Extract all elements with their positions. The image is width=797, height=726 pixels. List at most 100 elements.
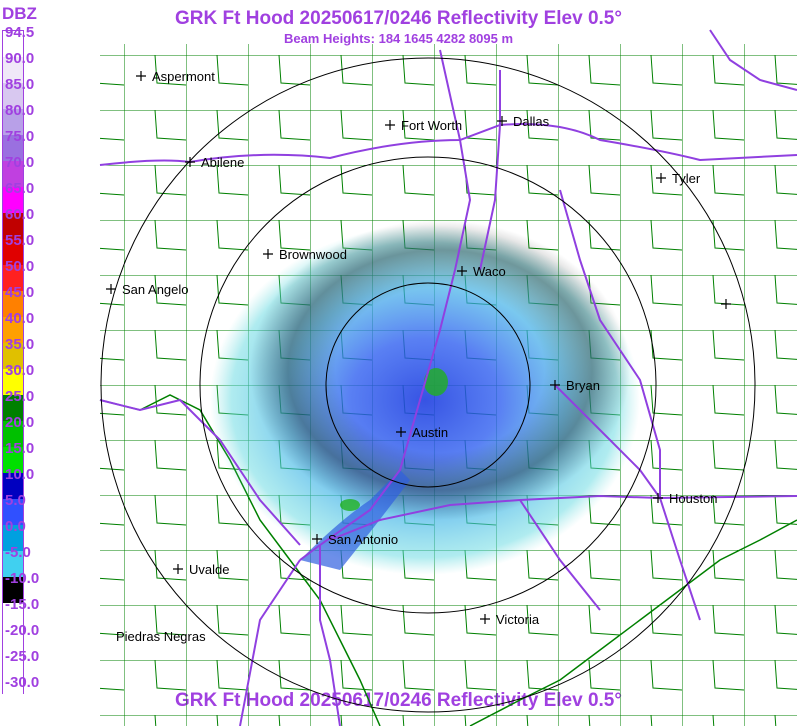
coastline bbox=[469, 519, 797, 726]
city-piedras-negras: Piedras Negras bbox=[116, 629, 206, 644]
city-dallas: Dallas bbox=[497, 114, 550, 129]
city-unnamed bbox=[721, 299, 731, 309]
legend-label: -10.0 bbox=[5, 570, 40, 587]
city-label: Houston bbox=[669, 491, 717, 506]
city-aspermont: Aspermont bbox=[136, 69, 215, 84]
legend-swatch bbox=[3, 265, 23, 291]
legend-swatch bbox=[3, 499, 23, 525]
city-markers: Aspermont Fort Worth Dallas Abilene Tyler Bro… bbox=[106, 69, 731, 644]
legend-swatch bbox=[3, 421, 23, 447]
city-marker-icon bbox=[106, 284, 116, 294]
legend-label: 5.0 bbox=[5, 492, 26, 509]
legend-label: 70.0 bbox=[5, 154, 35, 171]
city-marker-icon bbox=[550, 380, 560, 390]
legend-swatch bbox=[3, 31, 23, 57]
legend-swatch bbox=[3, 291, 23, 317]
city-label: Austin bbox=[412, 425, 448, 440]
city-label: Aspermont bbox=[152, 69, 215, 84]
legend-label: 20.0 bbox=[5, 414, 35, 431]
city-brownwood: Brownwood bbox=[263, 247, 347, 262]
legend-swatch bbox=[3, 525, 23, 551]
legend-label: -30.0 bbox=[5, 674, 40, 691]
city-marker-icon bbox=[653, 493, 663, 503]
city-marker-icon bbox=[185, 157, 195, 167]
legend-label: -5.0 bbox=[5, 544, 31, 561]
legend-label: 75.0 bbox=[5, 128, 35, 145]
city-label: Brownwood bbox=[279, 247, 347, 262]
city-marker-icon bbox=[497, 116, 507, 126]
legend-swatch bbox=[3, 629, 23, 655]
city-marker-icon bbox=[656, 173, 666, 183]
legend-swatch bbox=[3, 161, 23, 187]
legend-swatch bbox=[3, 135, 23, 161]
legend-label: 40.0 bbox=[5, 310, 35, 327]
legend-swatch bbox=[3, 57, 23, 83]
city-marker-icon bbox=[312, 534, 322, 544]
city-label: San Angelo bbox=[122, 282, 189, 297]
legend-label: 25.0 bbox=[5, 388, 35, 405]
city-marker-icon bbox=[173, 564, 183, 574]
city-marker-icon bbox=[457, 266, 467, 276]
legend-swatch bbox=[3, 655, 23, 681]
legend-label: 90.0 bbox=[5, 50, 35, 67]
city-victoria: Victoria bbox=[480, 612, 540, 627]
city-label: Fort Worth bbox=[401, 118, 462, 133]
city-fort-worth: Fort Worth bbox=[385, 118, 462, 133]
legend-label: -15.0 bbox=[5, 596, 40, 613]
city-marker-icon bbox=[263, 249, 273, 259]
legend-swatch bbox=[3, 109, 23, 135]
city-label: Piedras Negras bbox=[116, 629, 206, 644]
legend-swatch bbox=[3, 395, 23, 421]
city-label: Dallas bbox=[513, 114, 550, 129]
legend-swatch bbox=[3, 473, 23, 499]
legend-label: 50.0 bbox=[5, 258, 35, 275]
legend-swatch bbox=[3, 83, 23, 109]
legend-swatch bbox=[3, 603, 23, 629]
rio-grande bbox=[99, 394, 381, 726]
legend-swatch bbox=[3, 369, 23, 395]
city-label: Uvalde bbox=[189, 562, 229, 577]
legend-swatch bbox=[3, 239, 23, 265]
legend-label: 35.0 bbox=[5, 336, 35, 353]
legend-label: 15.0 bbox=[5, 440, 35, 457]
city-bryan: Bryan bbox=[550, 378, 600, 393]
legend-label: 10.0 bbox=[5, 466, 35, 483]
legend-unit: DBZ bbox=[2, 4, 37, 23]
city-abilene: Abilene bbox=[185, 155, 244, 170]
city-san-angelo: San Angelo bbox=[106, 282, 189, 297]
legend-label: 30.0 bbox=[5, 362, 35, 379]
city-label: San Antonio bbox=[328, 532, 398, 547]
legend-color-bar bbox=[2, 30, 24, 707]
beam-heights: Beam Heights: 184 1645 4282 8095 m bbox=[283, 31, 514, 46]
city-waco: Waco bbox=[457, 264, 506, 279]
legend-label: 80.0 bbox=[5, 102, 35, 119]
city-marker-icon bbox=[136, 71, 146, 81]
city-label: Abilene bbox=[201, 155, 244, 170]
legend-swatch bbox=[3, 447, 23, 473]
legend-label: 85.0 bbox=[5, 76, 35, 93]
legend-swatch bbox=[3, 343, 23, 369]
city-label: Tyler bbox=[672, 171, 701, 186]
legend-swatch bbox=[3, 317, 23, 343]
legend-label: -25.0 bbox=[5, 648, 40, 665]
city-uvalde: Uvalde bbox=[173, 562, 229, 577]
legend-swatch bbox=[3, 551, 23, 577]
legend-label: 55.0 bbox=[5, 232, 35, 249]
legend-label: 45.0 bbox=[5, 284, 35, 301]
legend-swatch bbox=[3, 187, 23, 213]
legend-label: 94.5 bbox=[5, 24, 35, 41]
city-marker-icon bbox=[480, 614, 490, 624]
legend-label: -20.0 bbox=[5, 622, 40, 639]
range-rings bbox=[100, 57, 756, 713]
legend-label: 0.0 bbox=[5, 518, 26, 535]
city-label: Victoria bbox=[496, 612, 540, 627]
echo-core bbox=[340, 499, 360, 511]
city-label: Bryan bbox=[566, 378, 600, 393]
city-marker-icon bbox=[396, 427, 406, 437]
city-tyler: Tyler bbox=[656, 171, 701, 186]
legend-swatch bbox=[3, 681, 23, 707]
map-title: GRK Ft Hood 20250617/0246 Reflectivity E… bbox=[175, 8, 622, 29]
dbz-legend: DBZ 94.5 90.0 85.0 80.0 75.0 70.0 65.0 60.0 55.0… bbox=[0, 0, 40, 726]
city-houston: Houston bbox=[653, 491, 717, 506]
